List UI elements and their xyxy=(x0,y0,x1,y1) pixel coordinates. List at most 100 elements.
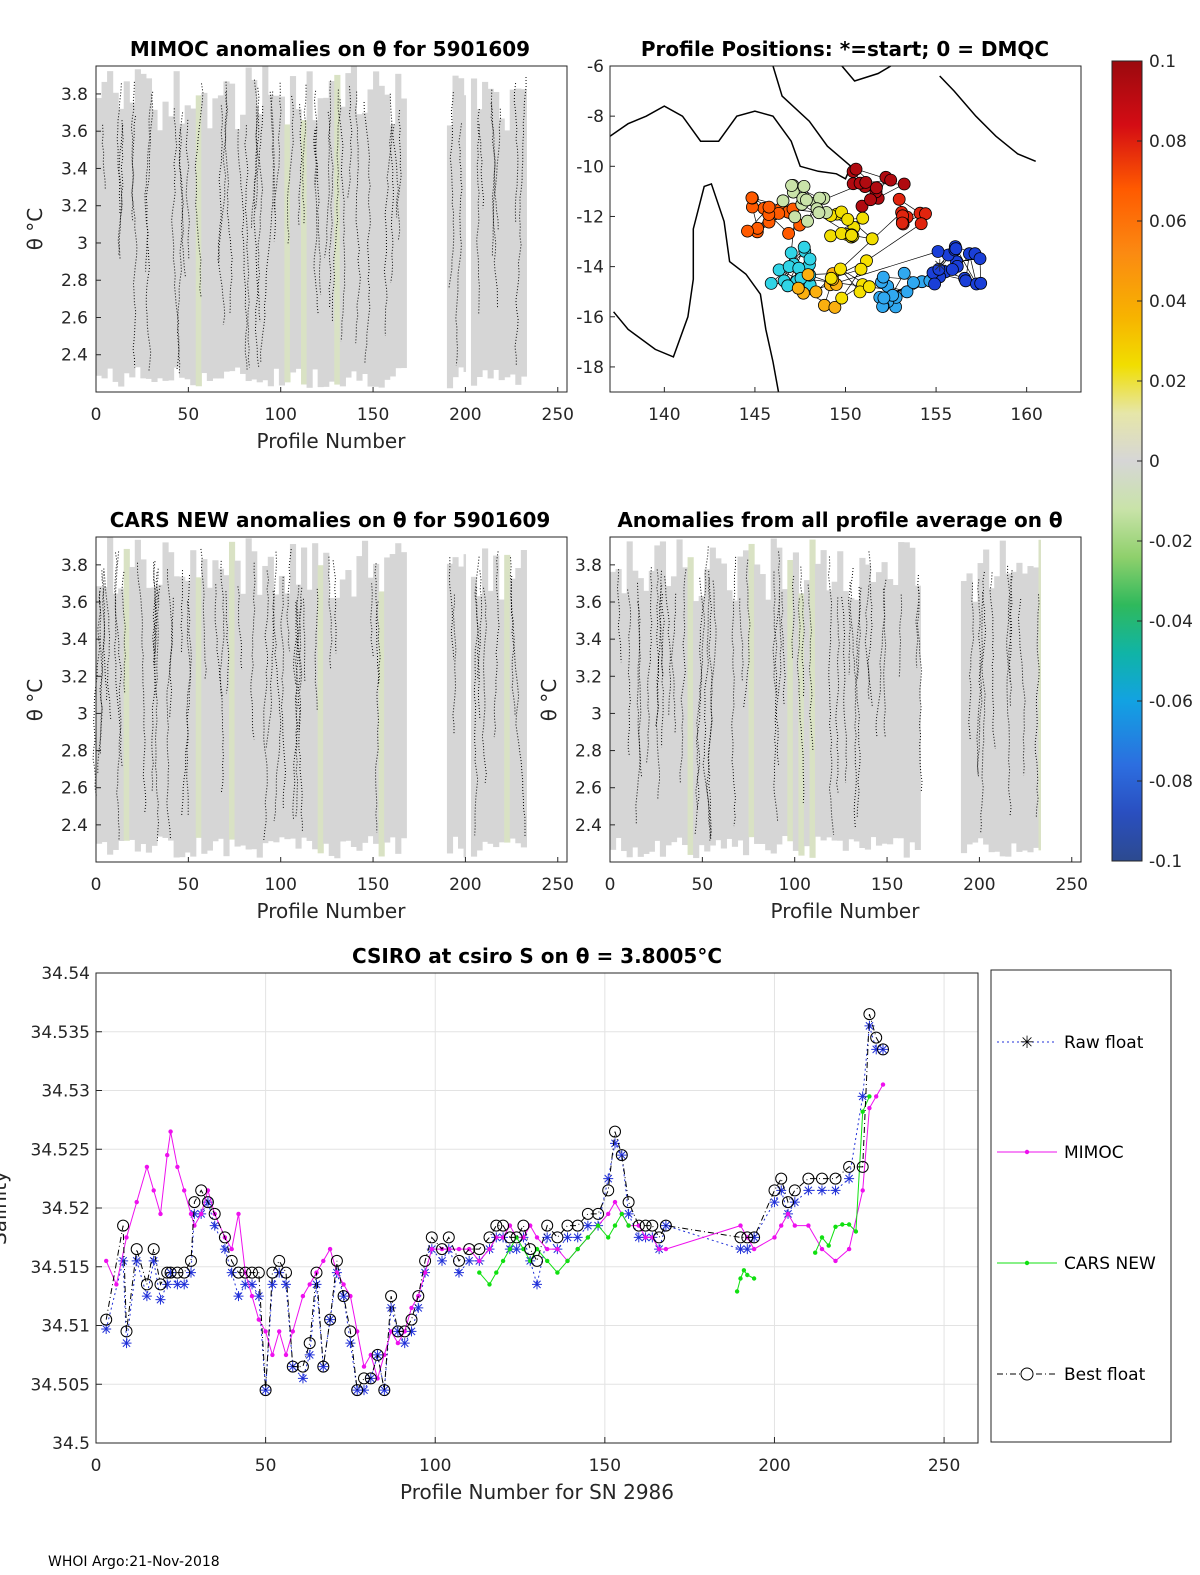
best-float-point xyxy=(171,1266,184,1279)
profile-position-marker xyxy=(897,177,911,191)
best-float-point xyxy=(371,1348,384,1361)
mimoc-field-column xyxy=(400,98,407,369)
mimoc-contour-line xyxy=(490,102,498,308)
allprof-field-column xyxy=(704,569,711,852)
allprof-contour-line xyxy=(616,569,622,663)
cars-panel: CARS NEW anomalies on θ for 5901609 Prof… xyxy=(23,508,574,923)
mimoc-field-column xyxy=(515,88,522,385)
cars-new-point xyxy=(626,1223,631,1228)
allprof-field-column xyxy=(864,564,872,850)
allprof-field-column xyxy=(803,580,811,847)
mimoc-field-column xyxy=(195,95,202,387)
profile-position-marker xyxy=(884,173,898,187)
cars-xtick-label: 250 xyxy=(542,875,574,895)
best-float-point xyxy=(768,1184,781,1197)
allprof-contour-line xyxy=(875,588,886,738)
allprof-ytick-label: 3.2 xyxy=(575,667,602,687)
cars-contour-line xyxy=(151,568,159,792)
colorbar-tick-label: -0.1 xyxy=(1149,852,1182,872)
mimoc-field-column xyxy=(317,98,324,388)
allprof-contour-line xyxy=(807,584,814,752)
allprof-field-column xyxy=(1032,567,1040,848)
salinity-series xyxy=(100,1008,889,1397)
cars-x-ticks: 0 50 100 150 200 250 xyxy=(91,857,574,895)
allprof-field-column xyxy=(615,569,622,839)
allprof-field-column xyxy=(670,576,678,843)
salinity-xtick-label: 100 xyxy=(419,1456,451,1476)
cars-contour-line xyxy=(265,591,275,750)
mimoc-field-column xyxy=(373,71,380,387)
allprof-field-column xyxy=(665,586,672,846)
profile-position-marker xyxy=(849,162,863,176)
cars-field-column xyxy=(140,559,147,845)
raw-float-point xyxy=(226,1267,237,1278)
allprof-field-column xyxy=(853,599,860,842)
best-float-point xyxy=(609,1125,621,1138)
cars-field-column xyxy=(339,579,346,842)
allprof-plot-area xyxy=(610,538,1041,859)
allprof-field-column xyxy=(792,552,799,851)
profile-position-marker xyxy=(897,266,911,280)
mimoc-contour-line xyxy=(494,108,502,230)
profile-position-marker xyxy=(745,191,759,205)
cars-field-column xyxy=(273,594,280,843)
mimoc-point xyxy=(168,1129,173,1134)
mimoc-contour-line xyxy=(347,86,353,198)
best-float-point xyxy=(412,1290,425,1303)
profile-position-marker xyxy=(854,262,868,276)
raw-float-point xyxy=(121,1338,132,1349)
cars-field-column xyxy=(145,587,153,853)
positions-panel: Profile Positions: *=start; 0 = DMQC ✳ 1… xyxy=(576,37,1082,425)
cars-ytick-label: 3.6 xyxy=(61,593,88,613)
allprof-field-column xyxy=(610,571,617,850)
mimoc-field-column xyxy=(162,101,169,381)
cars-new-point xyxy=(575,1246,580,1252)
salinity-ytick-label: 34.515 xyxy=(31,1258,90,1278)
cars-new-point xyxy=(833,1224,838,1230)
raw-float-point xyxy=(542,1232,553,1243)
allprof-axes-box xyxy=(609,536,1082,863)
colorbar-tick-label: 0.04 xyxy=(1149,292,1187,312)
mimoc-point xyxy=(534,1235,540,1240)
mimoc-point xyxy=(643,1235,648,1240)
mimoc-xtick-label: 200 xyxy=(449,405,481,425)
mimoc-point xyxy=(199,1211,204,1217)
mimoc-field-column xyxy=(470,78,478,386)
cars-contour-line xyxy=(214,584,223,696)
cars-contour-line xyxy=(137,562,147,814)
best-float-point xyxy=(870,1031,883,1044)
cars-field-column xyxy=(395,543,402,854)
coastline-1 xyxy=(609,65,852,180)
raw-float-point xyxy=(789,1197,800,1208)
profile-position-marker xyxy=(800,193,813,207)
cars-contour-line xyxy=(475,587,480,681)
cars-contour-line xyxy=(376,601,381,686)
cars-contour-line xyxy=(452,594,457,734)
best-float-point xyxy=(225,1254,238,1267)
coastline-3 xyxy=(841,65,892,82)
mimoc-point xyxy=(249,1293,255,1299)
mimoc-point xyxy=(144,1164,150,1170)
allprof-ytick-label: 2.4 xyxy=(575,816,602,836)
cars-title: CARS NEW anomalies on θ for 5901609 xyxy=(110,508,551,532)
best-float-point xyxy=(517,1219,530,1232)
cars-ytick-label: 2.8 xyxy=(61,742,88,762)
cars-xtick-label: 100 xyxy=(264,875,296,895)
mimoc-ytick-label: 2.6 xyxy=(61,308,88,328)
profile-position-marker xyxy=(900,285,914,299)
mimoc-xtick-label: 0 xyxy=(91,405,102,425)
positions-xtick-label: 140 xyxy=(648,405,680,425)
mimoc-point xyxy=(429,1246,434,1252)
best-float-point xyxy=(117,1219,130,1232)
allprof-field-column xyxy=(859,557,866,848)
mimoc-field-column xyxy=(384,94,391,380)
cars-contour-line xyxy=(152,561,157,655)
cars-field-column xyxy=(301,547,308,838)
allprof-ytick-label: 3 xyxy=(591,704,602,724)
mimoc-field-column xyxy=(312,120,319,370)
allprof-field-column xyxy=(770,538,777,854)
raw-float-point xyxy=(769,1197,780,1208)
cars-contour-line xyxy=(200,548,207,679)
cars-contour-line xyxy=(250,562,256,740)
mimoc-point xyxy=(307,1282,312,1287)
